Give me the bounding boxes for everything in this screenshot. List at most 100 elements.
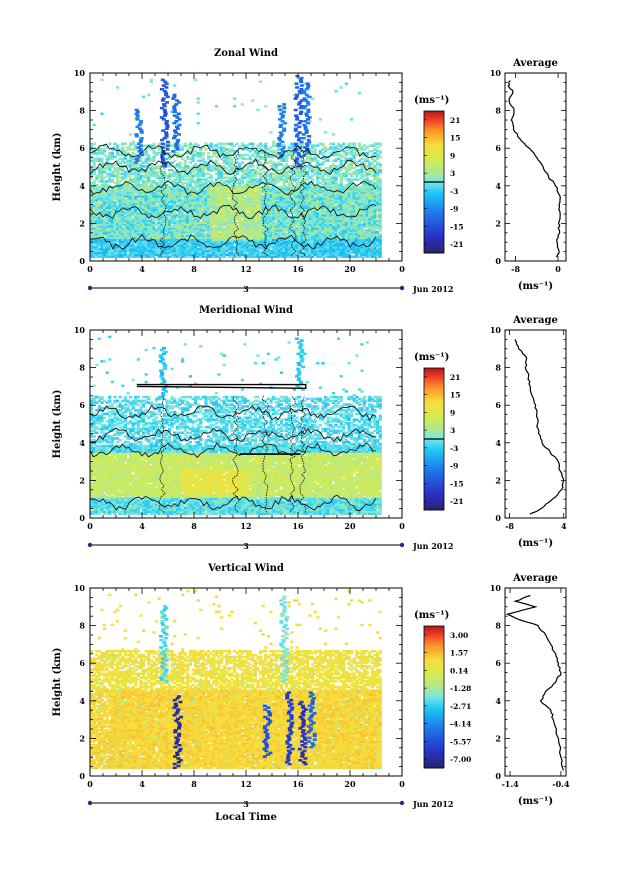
heatmap-cell	[97, 157, 101, 161]
heatmap-cell	[157, 176, 161, 179]
heatmap-cell	[131, 157, 135, 161]
heatmap-cell	[181, 199, 185, 202]
heatmap-cell	[100, 150, 104, 153]
heatmap-cell	[183, 214, 187, 217]
heatmap-cell	[170, 206, 174, 209]
heatmap-cell	[136, 200, 140, 204]
heatmap-cell	[129, 247, 133, 251]
heatmap-cell	[108, 219, 112, 223]
heatmap-cell	[100, 195, 104, 198]
heatmap-cell	[170, 230, 174, 234]
heatmap-cell	[160, 204, 164, 208]
heatmap-cell	[170, 204, 174, 208]
heatmap-cell	[108, 152, 112, 155]
heatmap-cell	[144, 200, 148, 204]
heatmap-cell	[100, 204, 104, 208]
heatmap-cell	[110, 189, 114, 193]
heatmap-cell	[178, 204, 182, 208]
heatmap-cell	[113, 219, 117, 223]
heatmap-cell	[131, 153, 135, 157]
heatmap-cell	[157, 197, 161, 200]
heatmap-cell	[118, 223, 122, 226]
heatmap-cell	[168, 187, 172, 191]
heatmap-cell	[100, 170, 104, 174]
heatmap-cell	[105, 193, 109, 196]
heatmap-cell	[100, 221, 104, 224]
heatmap-cell	[116, 183, 120, 187]
heatmap-cell	[126, 255, 130, 258]
heatmap-cell	[162, 206, 166, 209]
heatmap-cell	[139, 217, 143, 221]
heatmap-cell	[165, 221, 169, 224]
heatmap-cell	[175, 229, 179, 232]
heatmap-cell	[136, 234, 140, 238]
heatmap-cell	[168, 195, 172, 198]
heatmap-cell	[108, 199, 112, 202]
heatmap-cell	[157, 225, 161, 228]
heatmap-cell	[118, 225, 122, 228]
heatmap-cell	[175, 230, 179, 234]
heatmap-cell	[152, 202, 156, 206]
heatmap-cell	[178, 244, 182, 247]
heatmap-cell	[168, 227, 172, 230]
heatmap-cell	[139, 249, 143, 253]
heatmap-cell	[144, 219, 148, 223]
heatmap-cell	[181, 225, 185, 228]
heatmap-cell	[97, 193, 101, 196]
heatmap-cell	[173, 142, 177, 146]
heatmap-cell	[160, 176, 164, 179]
heatmap-cell	[113, 238, 117, 241]
heatmap-cell	[131, 236, 135, 240]
heatmap-cell	[126, 246, 130, 249]
heatmap-cell	[110, 155, 114, 159]
heatmap-cell	[175, 236, 179, 240]
heatmap-cell	[251, 142, 255, 146]
heatmap-cell	[188, 223, 192, 226]
heatmap-cell	[139, 236, 143, 240]
heatmap-cell	[149, 242, 153, 245]
heatmap-cell	[155, 165, 159, 168]
heatmap-cell	[108, 217, 112, 221]
heatmap-cell	[118, 153, 122, 157]
heatmap-cell	[155, 197, 159, 200]
heatmap-cell	[118, 221, 122, 224]
heatmap-cell	[118, 227, 122, 230]
heatmap-cell	[155, 153, 159, 157]
heatmap-cell	[123, 202, 127, 206]
heatmap-cell	[97, 227, 101, 230]
heatmap-cell	[90, 197, 94, 200]
heatmap-cell	[118, 157, 122, 161]
heatmap-cell	[142, 232, 146, 236]
heatmap-cell	[181, 255, 185, 258]
heatmap-cell	[121, 168, 125, 172]
heatmap-cell	[103, 253, 107, 256]
heatmap-cell	[157, 178, 161, 181]
heatmap-cell	[316, 159, 320, 162]
heatmap-cell	[152, 206, 156, 209]
heatmap-cell	[175, 168, 179, 172]
heatmap-cell	[157, 255, 161, 258]
heatmap-cell	[121, 189, 125, 193]
heatmap-cell	[178, 246, 182, 249]
heatmap-cell	[116, 215, 120, 219]
heatmap-cell	[95, 249, 99, 253]
heatmap-cell	[92, 161, 96, 164]
heatmap-cell	[168, 197, 172, 200]
heatmap-cell	[90, 251, 94, 255]
heatmap-cell	[123, 189, 127, 193]
heatmap-cell	[121, 230, 125, 234]
heatmap-cell	[168, 212, 172, 215]
heatmap-cell	[191, 176, 195, 179]
heatmap-cell	[118, 219, 122, 223]
heatmap-cell	[157, 187, 161, 191]
heatmap-cell	[162, 144, 166, 147]
heatmap-cell	[134, 210, 138, 213]
heatmap-cell	[175, 178, 179, 181]
heatmap-cell	[134, 223, 138, 226]
heatmap-cell	[118, 215, 122, 219]
heatmap-cell	[149, 200, 153, 204]
heatmap-cell	[100, 210, 104, 213]
heatmap-cell	[105, 238, 109, 241]
heatmap-cell	[103, 150, 107, 153]
heatmap-cell	[121, 240, 125, 243]
